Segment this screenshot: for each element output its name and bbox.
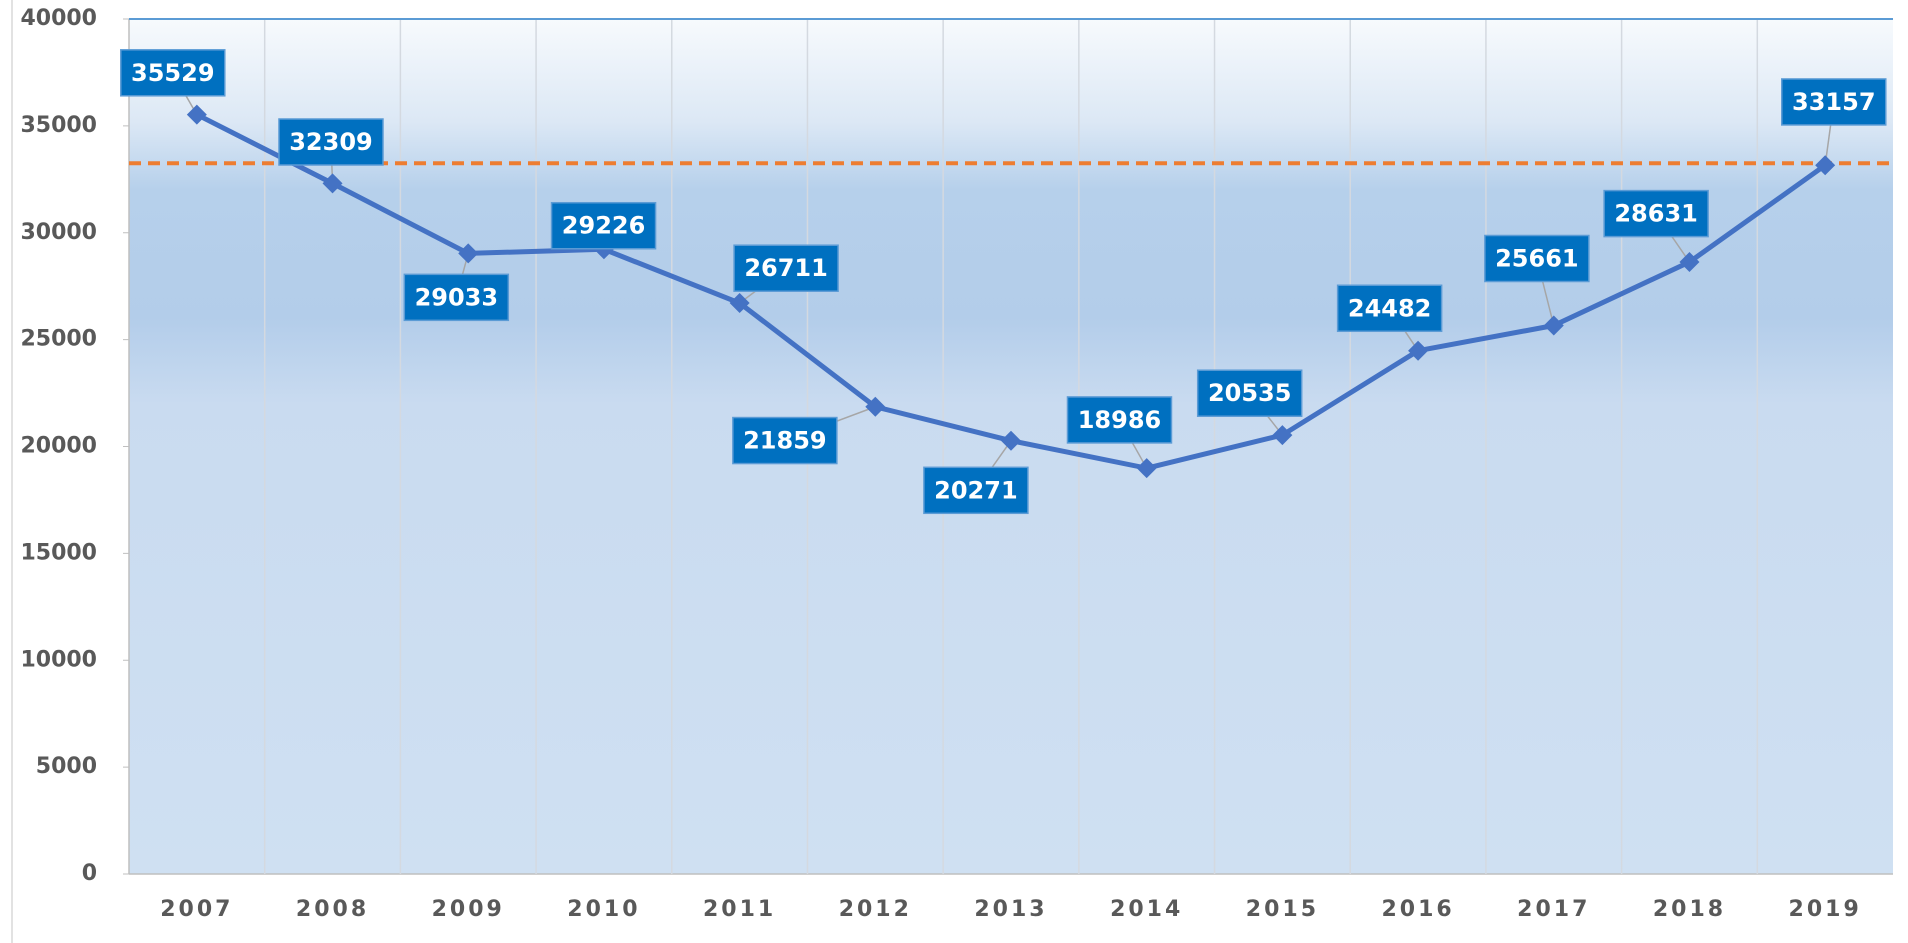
data-label: 35529 bbox=[131, 59, 215, 87]
y-tick-label: 35000 bbox=[20, 113, 97, 138]
x-tick-label: 2017 bbox=[1517, 897, 1590, 922]
data-label: 33157 bbox=[1792, 88, 1876, 116]
data-label: 20271 bbox=[934, 476, 1018, 504]
data-label-box bbox=[120, 49, 226, 97]
y-tick-label: 25000 bbox=[20, 327, 97, 352]
data-label-box bbox=[1781, 78, 1887, 126]
x-tick-label: 2011 bbox=[703, 897, 776, 922]
marker bbox=[1272, 425, 1293, 446]
data-label-box bbox=[923, 466, 1029, 515]
data-label-box bbox=[1603, 189, 1709, 238]
data-label: 25661 bbox=[1495, 245, 1579, 273]
y-tick-label: 15000 bbox=[20, 540, 97, 565]
x-tick-label: 2008 bbox=[296, 897, 369, 922]
data-label-box bbox=[733, 244, 839, 292]
marker bbox=[729, 293, 750, 314]
data-label: 29226 bbox=[562, 212, 646, 240]
marker bbox=[865, 396, 886, 417]
marker bbox=[1543, 315, 1564, 336]
data-label-box bbox=[1336, 284, 1443, 333]
data-label-box bbox=[1484, 234, 1590, 283]
data-label-box bbox=[403, 273, 510, 322]
marker bbox=[1408, 340, 1429, 361]
data-label: 18986 bbox=[1078, 406, 1162, 434]
x-tick-label: 2013 bbox=[974, 897, 1047, 922]
marker bbox=[1679, 252, 1700, 273]
data-label-box bbox=[550, 201, 657, 250]
data-label: 21859 bbox=[743, 427, 827, 455]
data-label-box bbox=[1196, 369, 1303, 417]
marker bbox=[458, 243, 479, 264]
y-tick-label: 5000 bbox=[36, 754, 97, 779]
data-label-box bbox=[732, 416, 838, 465]
marker bbox=[1815, 155, 1836, 176]
y-tick-label: 10000 bbox=[20, 647, 97, 672]
data-label-box bbox=[278, 118, 384, 166]
data-label: 28631 bbox=[1614, 200, 1698, 228]
data-label: 24482 bbox=[1348, 294, 1432, 322]
data-label: 29033 bbox=[415, 283, 499, 311]
marker bbox=[1001, 430, 1021, 451]
y-tick-label: 20000 bbox=[20, 434, 97, 459]
x-tick-label: 2007 bbox=[160, 897, 233, 922]
marker bbox=[1136, 458, 1157, 479]
data-label-box bbox=[1066, 396, 1173, 444]
x-tick-label: 2009 bbox=[432, 897, 505, 922]
y-tick-label: 30000 bbox=[20, 220, 97, 245]
y-tick-label: 40000 bbox=[20, 6, 97, 31]
marker bbox=[186, 104, 207, 125]
x-tick-label: 2018 bbox=[1653, 897, 1726, 922]
x-tick-label: 2016 bbox=[1381, 897, 1454, 922]
x-tick-label: 2012 bbox=[839, 897, 912, 922]
x-tick-label: 2015 bbox=[1246, 897, 1319, 922]
x-tick-label: 2010 bbox=[567, 897, 640, 922]
marker bbox=[322, 173, 343, 194]
x-tick-label: 2019 bbox=[1789, 897, 1862, 922]
y-tick-label: 0 bbox=[82, 861, 97, 886]
data-label: 26711 bbox=[744, 254, 828, 282]
x-tick-label: 2014 bbox=[1110, 897, 1183, 922]
data-label: 32309 bbox=[289, 128, 373, 156]
data-label: 20535 bbox=[1208, 379, 1292, 407]
